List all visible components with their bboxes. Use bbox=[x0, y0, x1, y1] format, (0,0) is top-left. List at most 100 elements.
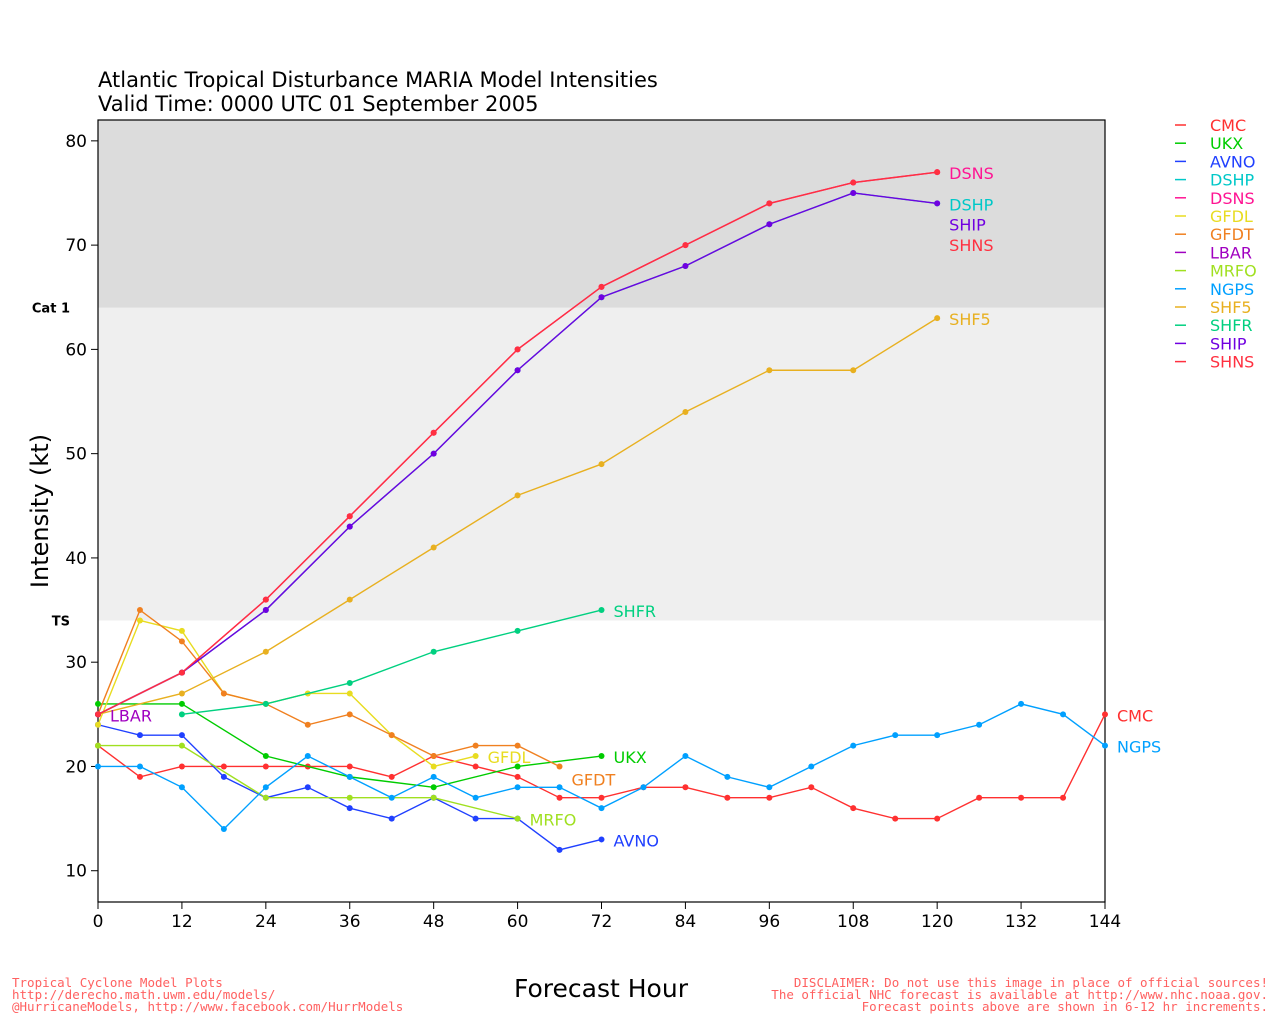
series-mrfo bbox=[95, 742, 521, 822]
data-point bbox=[976, 794, 983, 801]
data-point bbox=[514, 773, 521, 780]
data-point bbox=[556, 784, 563, 791]
y-tick-label: 80 bbox=[65, 132, 87, 152]
x-tick-label: 120 bbox=[921, 912, 953, 932]
data-point bbox=[766, 367, 773, 374]
y-tick-label: 30 bbox=[65, 653, 87, 673]
x-tick-label: 84 bbox=[675, 912, 697, 932]
data-point bbox=[556, 846, 563, 853]
data-point bbox=[598, 794, 605, 801]
data-point bbox=[682, 784, 689, 791]
data-point bbox=[724, 794, 731, 801]
x-axis-label: Forecast Hour bbox=[514, 974, 689, 1003]
series-line bbox=[98, 744, 518, 820]
legend-entry: UKX bbox=[1210, 134, 1243, 153]
data-point bbox=[682, 408, 689, 415]
data-point bbox=[430, 450, 437, 457]
data-point bbox=[346, 513, 353, 520]
data-point bbox=[262, 763, 269, 770]
y-tick-label: 10 bbox=[65, 862, 87, 882]
data-point bbox=[1102, 711, 1108, 718]
series-end-label: LBAR bbox=[110, 706, 152, 725]
series-end-label: SHNS bbox=[949, 236, 993, 255]
data-point bbox=[346, 805, 353, 812]
data-point bbox=[850, 742, 857, 749]
data-point bbox=[766, 784, 773, 791]
data-point bbox=[1060, 711, 1067, 718]
data-point bbox=[262, 607, 269, 614]
data-point bbox=[430, 753, 437, 760]
series-end-label: SHFR bbox=[614, 602, 657, 621]
data-point bbox=[640, 784, 647, 791]
legend-entry: GFDL bbox=[1210, 207, 1253, 226]
series-line bbox=[97, 608, 560, 768]
x-tick-label: 12 bbox=[171, 912, 193, 932]
y-tick-label: 70 bbox=[65, 236, 87, 256]
data-point bbox=[472, 742, 479, 749]
data-point bbox=[136, 773, 143, 780]
data-point bbox=[598, 753, 605, 760]
data-point bbox=[262, 753, 269, 760]
data-point bbox=[514, 815, 521, 822]
data-point bbox=[346, 690, 353, 697]
series-shns bbox=[95, 169, 941, 718]
series-gfdl bbox=[95, 617, 479, 770]
data-point bbox=[598, 294, 605, 301]
series-shf5 bbox=[95, 315, 941, 718]
data-point bbox=[178, 700, 185, 707]
data-point bbox=[430, 429, 437, 436]
band-label: TS bbox=[52, 614, 70, 629]
data-point bbox=[430, 784, 437, 791]
x-tick-label: 96 bbox=[759, 912, 781, 932]
legend-entry: AVNO bbox=[1210, 152, 1255, 171]
data-point bbox=[178, 742, 185, 749]
legend-entry: MRFO bbox=[1210, 262, 1257, 281]
x-tick-label: 0 bbox=[93, 912, 104, 932]
data-point bbox=[514, 742, 521, 749]
band-label: Cat 1 bbox=[32, 302, 70, 317]
footer-left-line: @HurricaneModels, http://www.facebook.co… bbox=[12, 999, 404, 1014]
data-point bbox=[95, 721, 101, 728]
data-point bbox=[430, 544, 437, 551]
footer-right-line: DISCLAIMER: Do not use this image in pla… bbox=[793, 975, 1268, 990]
x-tick-label: 36 bbox=[339, 912, 361, 932]
data-point bbox=[304, 721, 311, 728]
data-point bbox=[472, 763, 479, 770]
legend-entry: CMC bbox=[1210, 116, 1246, 135]
y-tick-label: 50 bbox=[65, 445, 87, 465]
footer-right: DISCLAIMER: Do not use this image in pla… bbox=[771, 975, 1268, 1013]
legend-entry: DSNS bbox=[1210, 189, 1255, 208]
data-point bbox=[346, 794, 353, 801]
series-shfr bbox=[178, 607, 605, 718]
data-point bbox=[556, 794, 563, 801]
data-point bbox=[346, 773, 353, 780]
data-point bbox=[598, 283, 605, 290]
legend-entry: SHIP bbox=[1210, 334, 1247, 353]
series-end-label: SHF5 bbox=[949, 310, 991, 329]
chart-subtitle: Valid Time: 0000 UTC 01 September 2005 bbox=[98, 92, 538, 116]
data-point bbox=[1018, 700, 1025, 707]
data-point bbox=[892, 732, 899, 739]
data-point bbox=[430, 773, 437, 780]
data-point bbox=[388, 815, 395, 822]
data-point bbox=[346, 680, 353, 687]
data-point bbox=[178, 690, 185, 697]
series-end-label: AVNO bbox=[614, 831, 659, 850]
data-point bbox=[220, 826, 227, 833]
data-point bbox=[178, 669, 185, 676]
legend-entry: LBAR bbox=[1210, 243, 1252, 262]
data-point bbox=[346, 763, 353, 770]
data-point bbox=[598, 836, 605, 843]
data-point bbox=[262, 794, 269, 801]
data-point bbox=[724, 773, 731, 780]
data-point bbox=[1102, 742, 1108, 749]
data-point bbox=[136, 732, 143, 739]
data-point bbox=[472, 794, 479, 801]
legend-entry: DSHP bbox=[1210, 171, 1255, 190]
data-point bbox=[95, 742, 101, 749]
data-point bbox=[346, 711, 353, 718]
data-point bbox=[178, 732, 185, 739]
data-point bbox=[136, 607, 143, 614]
data-point bbox=[1018, 794, 1025, 801]
data-point bbox=[514, 784, 521, 791]
